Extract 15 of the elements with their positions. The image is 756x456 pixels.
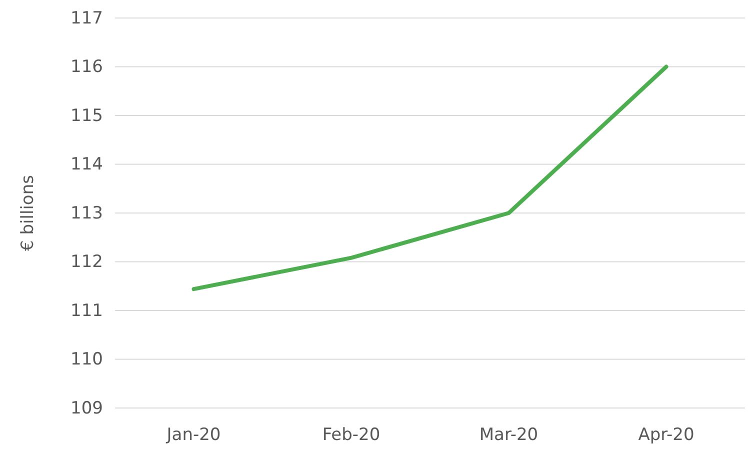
y-tick-label: 113 — [70, 203, 103, 224]
x-tick-label: Apr-20 — [638, 425, 694, 446]
x-tick-label: Feb-20 — [322, 425, 380, 446]
y-tick-label: 110 — [70, 350, 103, 370]
line-series — [192, 64, 668, 292]
y-tick-label: 115 — [70, 106, 103, 126]
x-tick-label: Mar-20 — [479, 425, 538, 446]
y-tick-label: 114 — [70, 154, 103, 175]
y-tick-label: 116 — [70, 57, 103, 78]
x-tick-label: Jan-20 — [166, 425, 221, 446]
y-tick-label: 117 — [70, 8, 103, 28]
y-tick-label: 111 — [70, 300, 103, 321]
y-axis-title: € billions — [18, 174, 38, 251]
y-tick-label: 112 — [70, 252, 103, 272]
y-tick-label: 109 — [70, 398, 103, 418]
